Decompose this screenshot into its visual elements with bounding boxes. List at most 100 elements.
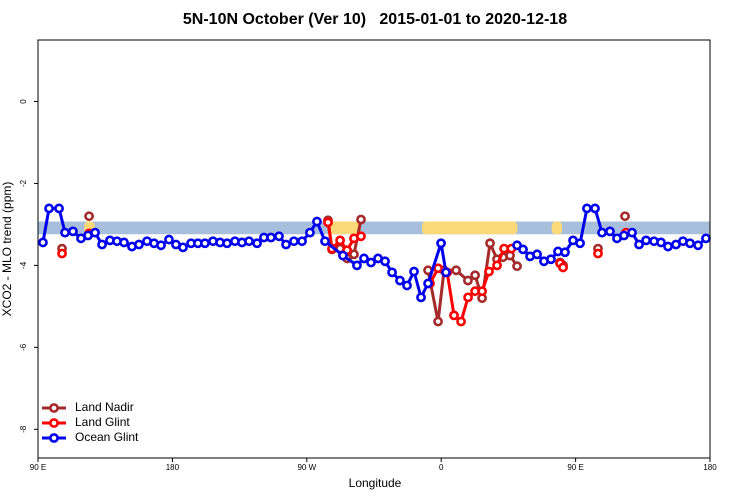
point: [485, 238, 495, 249]
point: [620, 211, 630, 222]
x-axis-label: Longitude: [349, 476, 402, 490]
x-tick-label: 180: [703, 463, 717, 472]
point: [119, 237, 129, 248]
point: [352, 260, 362, 271]
point: [436, 238, 446, 249]
point: [222, 238, 232, 249]
land-patch: [421, 221, 518, 235]
point: [451, 265, 462, 276]
legend-label: Land Nadir: [75, 400, 134, 414]
point: [297, 236, 307, 247]
point: [312, 216, 322, 227]
x-tick-label: 90 E: [567, 463, 583, 472]
point: [532, 249, 542, 260]
legend-marker: [49, 418, 59, 428]
point: [470, 270, 480, 281]
point: [323, 217, 333, 228]
point: [289, 236, 299, 247]
point: [701, 233, 711, 244]
x-tick-label: 0: [439, 463, 444, 472]
map-strip: [38, 221, 710, 235]
y-tick-label: 0: [19, 99, 28, 104]
point: [57, 248, 67, 259]
point: [492, 260, 502, 271]
point: [477, 286, 488, 297]
point: [619, 230, 629, 241]
chart-title: 5N-10N October (Ver 10) 2015-01-01 to 20…: [183, 11, 567, 28]
point: [449, 310, 459, 321]
point: [266, 232, 276, 243]
point: [416, 292, 426, 303]
y-axis-label: XCO2 - MLO trend (ppm): [0, 182, 14, 317]
point: [349, 249, 359, 260]
point: [356, 231, 366, 242]
point: [605, 226, 615, 237]
legend-marker: [49, 433, 59, 443]
point: [395, 275, 405, 286]
point: [685, 238, 695, 249]
point: [274, 231, 284, 242]
point: [44, 203, 54, 214]
point: [484, 266, 494, 277]
point: [164, 234, 174, 245]
point: [575, 238, 585, 249]
point: [359, 253, 369, 264]
legend-marker: [49, 403, 59, 413]
point: [456, 316, 466, 327]
land-patch: [329, 221, 361, 235]
point: [441, 267, 451, 278]
point: [338, 250, 348, 261]
point: [366, 257, 376, 268]
point: [423, 278, 433, 289]
point: [597, 227, 607, 238]
point: [320, 236, 330, 247]
y-tick-label: -6: [19, 343, 28, 351]
point: [305, 227, 315, 238]
y-tick-label: -8: [19, 425, 28, 433]
x-tick-label: 90 E: [30, 463, 46, 472]
x-tick-label: 180: [166, 463, 180, 472]
land-patch: [551, 221, 563, 235]
point: [97, 239, 107, 250]
y-tick-label: -4: [19, 261, 28, 269]
point: [512, 261, 522, 272]
point: [593, 248, 603, 259]
x-tick-label: 90 W: [297, 463, 316, 472]
point: [90, 227, 100, 238]
point: [356, 214, 366, 225]
point: [84, 211, 94, 222]
point: [463, 292, 473, 303]
point: [656, 237, 666, 248]
point: [433, 263, 443, 274]
point: [387, 267, 397, 278]
point: [641, 235, 651, 246]
series: [57, 217, 629, 327]
point: [281, 239, 291, 250]
point: [38, 237, 48, 248]
point: [582, 203, 592, 214]
point: [134, 239, 144, 250]
ocean-band: [38, 221, 710, 235]
point: [546, 254, 556, 265]
point: [463, 275, 473, 286]
legend-label: Land Glint: [75, 415, 130, 429]
plot-frame: [37, 39, 711, 459]
point: [60, 227, 70, 238]
point: [590, 203, 600, 214]
point: [244, 236, 254, 247]
y-tick-label: -2: [19, 179, 28, 187]
point: [380, 256, 390, 267]
point: [335, 235, 346, 246]
point: [402, 280, 412, 291]
point: [634, 239, 644, 250]
point: [627, 227, 637, 238]
point: [200, 238, 210, 249]
point: [54, 203, 64, 214]
point: [156, 240, 166, 251]
point: [518, 244, 528, 255]
point: [433, 316, 443, 327]
series: [38, 203, 711, 303]
point: [409, 266, 419, 277]
